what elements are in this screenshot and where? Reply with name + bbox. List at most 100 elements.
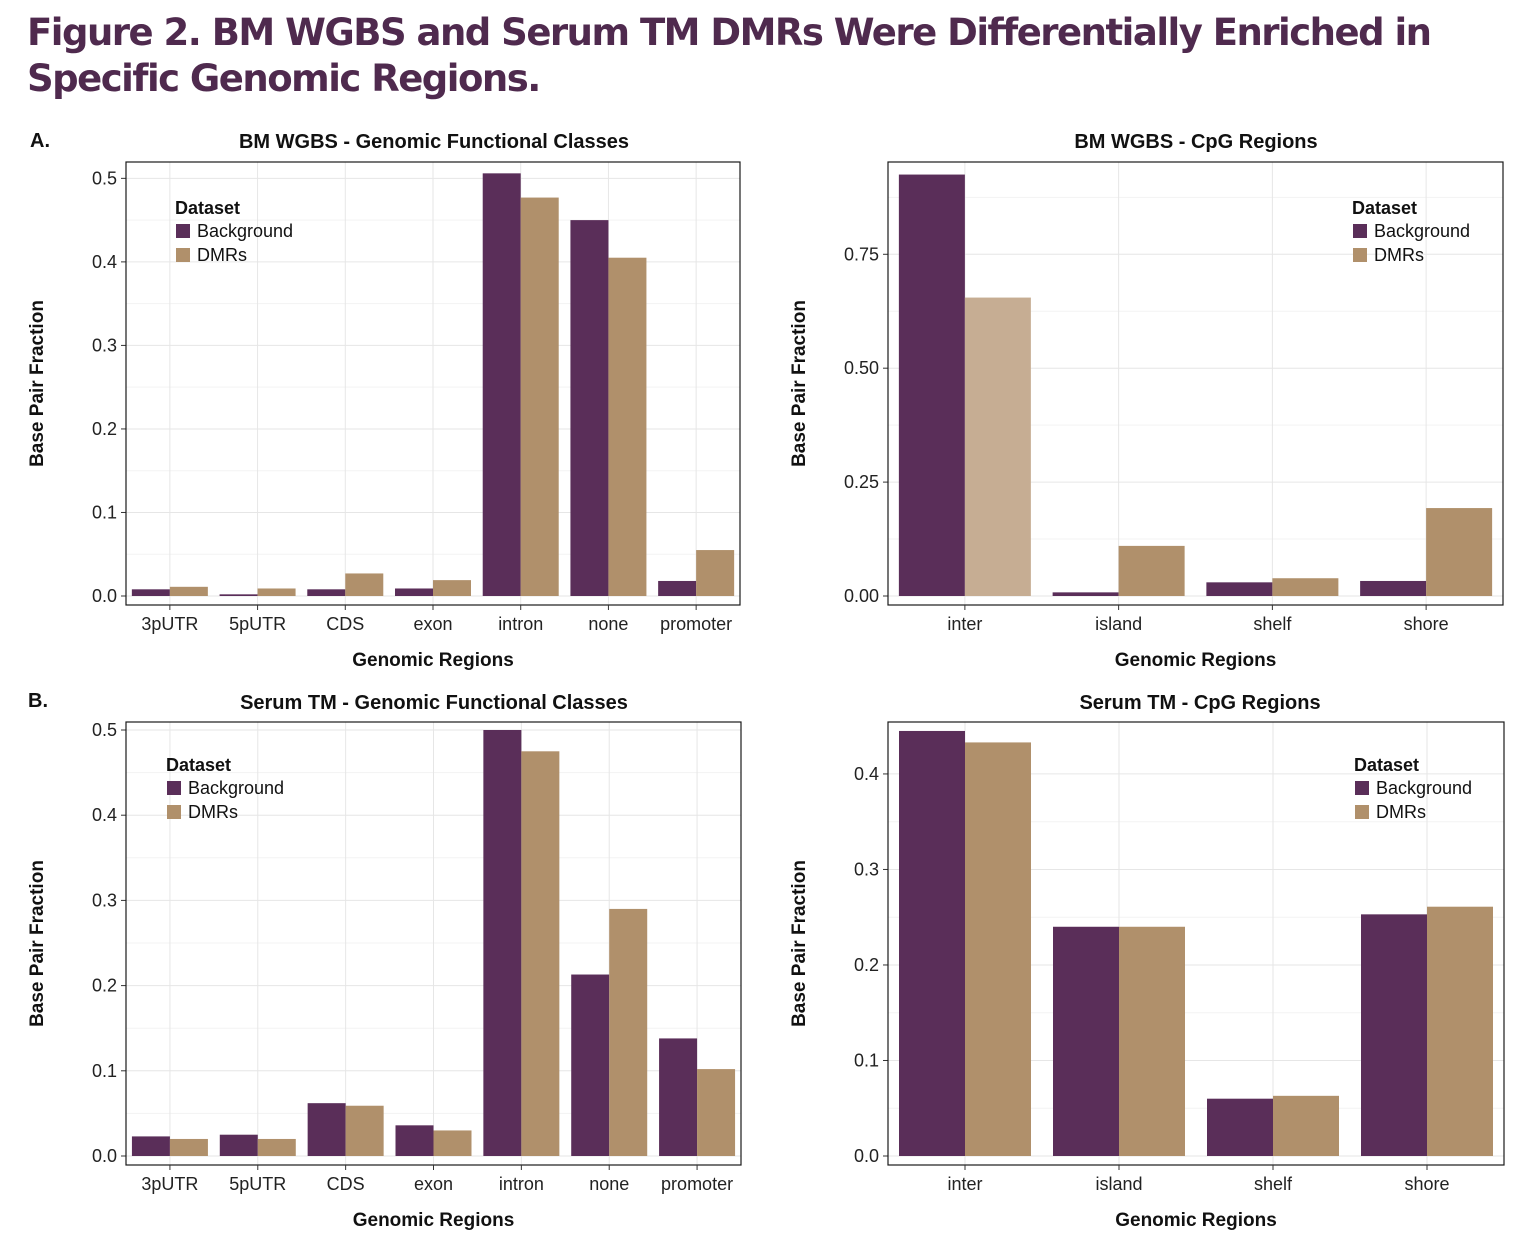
- legend-label-background: Background: [197, 221, 293, 241]
- y-tick-label: 0.1: [854, 1050, 879, 1070]
- legend-title: Dataset: [166, 755, 231, 775]
- bar-dmrs-promoter: [696, 550, 735, 596]
- bar-dmrs-5putr: [257, 588, 296, 596]
- bar-background-intron: [482, 173, 521, 596]
- x-tick-label: 5pUTR: [229, 614, 286, 634]
- x-tick-label: 5pUTR: [229, 1174, 286, 1194]
- bar-background-cds: [307, 589, 346, 596]
- bar-dmrs-exon: [433, 580, 471, 596]
- x-tick-label: exon: [413, 614, 452, 634]
- y-tick-label: 0.25: [844, 472, 879, 492]
- legend-swatch-background: [176, 224, 190, 238]
- bar-background-5putr: [219, 1134, 258, 1156]
- y-axis-label: Base Pair Fraction: [789, 300, 810, 467]
- x-tick-label: shore: [1404, 614, 1449, 634]
- legend-swatch-dmrs: [1353, 248, 1367, 262]
- legend: Dataset Background DMRs: [175, 198, 293, 265]
- x-tick-label: promoter: [661, 1174, 733, 1194]
- chart-a1: 0.0 0.1 0.2 0.3 0.4 0.5 3pUTR 5pUTR CDS exon intro…: [27, 131, 741, 671]
- y-tick-label: 0.4: [92, 252, 117, 272]
- legend-title: Dataset: [175, 198, 240, 218]
- x-tick-label: inter: [947, 614, 982, 634]
- y-tick-label: 0.0: [92, 586, 117, 606]
- y-axis-label: Base Pair Fraction: [27, 300, 48, 467]
- y-tick-label: 0.2: [92, 419, 117, 439]
- y-tick-label: 0.2: [854, 955, 879, 975]
- legend-label-dmrs: DMRs: [188, 802, 238, 822]
- x-tick-label: 3pUTR: [141, 1174, 198, 1194]
- chart-title: BM WGBS - Genomic Functional Classes: [239, 131, 629, 153]
- x-tick-label: none: [588, 614, 628, 634]
- bar-background-3putr: [131, 1136, 170, 1156]
- bar-background-island: [1052, 592, 1119, 596]
- x-tick-label: shore: [1404, 1174, 1449, 1194]
- legend: Dataset Background DMRs: [1354, 755, 1472, 822]
- y-tick-label: 0.3: [854, 859, 879, 879]
- x-axis-label: Genomic Regions: [353, 1210, 515, 1231]
- bar-dmrs-5putr: [257, 1138, 296, 1156]
- bar-background-shore: [1360, 580, 1427, 596]
- x-tick-label: island: [1095, 614, 1142, 634]
- y-tick-label: 0.5: [92, 168, 117, 188]
- x-tick-label: shelf: [1254, 1174, 1293, 1194]
- bar-dmrs-exon: [433, 1130, 472, 1156]
- x-axis-label: Genomic Regions: [352, 650, 514, 671]
- legend-swatch-dmrs: [1355, 805, 1369, 819]
- y-tick-label: 0.0: [92, 1146, 117, 1166]
- bar-dmrs-none: [608, 257, 647, 596]
- legend-swatch-background: [1355, 781, 1369, 795]
- x-tick-label: intron: [498, 614, 543, 634]
- y-tick-label: 0.75: [844, 244, 879, 264]
- bar-background-exon: [395, 588, 433, 596]
- y-tick-label: 0.5: [92, 720, 117, 740]
- y-axis-label: Base Pair Fraction: [27, 860, 48, 1027]
- bar-background-intron: [483, 730, 522, 1156]
- bar-background-3putr: [131, 589, 170, 596]
- y-tick-label: 0.1: [92, 502, 117, 522]
- bar-background-inter: [899, 730, 965, 1156]
- legend: Dataset Background DMRs: [1352, 198, 1470, 265]
- bar-background-none: [571, 974, 610, 1156]
- bar-background-shore: [1361, 914, 1427, 1156]
- x-tick-label: island: [1095, 1174, 1142, 1194]
- bar-background-promoter: [659, 1038, 698, 1156]
- y-tick-label: 0.0: [854, 1146, 879, 1166]
- bar-dmrs-cds: [345, 1105, 384, 1156]
- legend: Dataset Background DMRs: [166, 755, 284, 822]
- bar-background-shelf: [1207, 1098, 1273, 1156]
- y-tick-label: 0.4: [92, 805, 117, 825]
- legend-label-dmrs: DMRs: [1374, 245, 1424, 265]
- chart-title: BM WGBS - CpG Regions: [1074, 131, 1317, 153]
- x-axis-label: Genomic Regions: [1115, 1210, 1277, 1231]
- legend-label-dmrs: DMRs: [1376, 802, 1426, 822]
- figure-title: Figure 2. BM WGBS and Serum TM DMRs Were…: [27, 11, 1432, 100]
- chart-b1: 0.0 0.1 0.2 0.3 0.4 0.5 3pUTR 5pUTR CDS exon intro…: [27, 692, 742, 1231]
- x-tick-label: exon: [414, 1174, 453, 1194]
- bar-dmrs-promoter: [697, 1069, 736, 1156]
- chart-title: Serum TM - Genomic Functional Classes: [240, 692, 628, 714]
- bar-dmrs-inter: [965, 742, 1031, 1156]
- legend-label-background: Background: [1376, 778, 1472, 798]
- bar-background-island: [1053, 926, 1119, 1156]
- bar-background-promoter: [658, 580, 697, 596]
- bar-dmrs-island: [1118, 545, 1185, 596]
- bar-background-5putr: [219, 594, 258, 596]
- bar-dmrs-cds: [345, 573, 384, 596]
- y-tick-label: 0.4: [854, 764, 879, 784]
- bar-background-inter: [898, 174, 965, 596]
- panel-label-a: A.: [30, 130, 50, 152]
- bar-dmrs-3putr: [169, 1138, 208, 1156]
- bar-dmrs-intron: [521, 751, 560, 1156]
- y-tick-label: 0.50: [844, 358, 879, 378]
- y-tick-label: 0.1: [92, 1061, 117, 1081]
- legend-title: Dataset: [1352, 198, 1417, 218]
- legend-label-background: Background: [188, 778, 284, 798]
- x-tick-label: CDS: [326, 614, 364, 634]
- chart-b2: 0.0 0.1 0.2 0.3 0.4 inter island shelf shore Seru…: [789, 692, 1505, 1231]
- x-tick-label: CDS: [327, 1174, 365, 1194]
- y-axis-label: Base Pair Fraction: [789, 860, 810, 1027]
- x-tick-label: none: [589, 1174, 629, 1194]
- legend-swatch-background: [167, 781, 181, 795]
- bar-dmrs-3putr: [169, 586, 208, 596]
